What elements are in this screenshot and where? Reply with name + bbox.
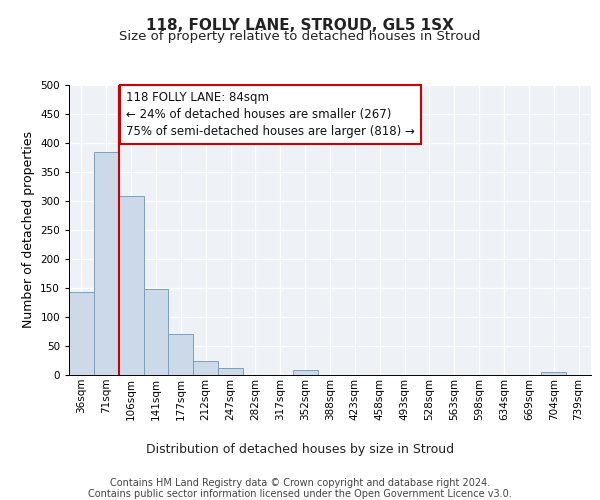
Text: Size of property relative to detached houses in Stroud: Size of property relative to detached ho… xyxy=(119,30,481,43)
Bar xyxy=(143,288,169,375)
Bar xyxy=(541,372,566,375)
Text: 118, FOLLY LANE, STROUD, GL5 1SX: 118, FOLLY LANE, STROUD, GL5 1SX xyxy=(146,18,454,32)
Bar xyxy=(293,370,317,375)
Bar xyxy=(94,152,119,375)
Bar xyxy=(119,196,143,375)
Text: Contains HM Land Registry data © Crown copyright and database right 2024.: Contains HM Land Registry data © Crown c… xyxy=(110,478,490,488)
Text: 118 FOLLY LANE: 84sqm
← 24% of detached houses are smaller (267)
75% of semi-det: 118 FOLLY LANE: 84sqm ← 24% of detached … xyxy=(126,91,415,138)
Text: Distribution of detached houses by size in Stroud: Distribution of detached houses by size … xyxy=(146,442,454,456)
Y-axis label: Number of detached properties: Number of detached properties xyxy=(22,132,35,328)
Bar xyxy=(193,360,218,375)
Bar xyxy=(218,368,243,375)
Bar xyxy=(69,292,94,375)
Bar xyxy=(169,334,193,375)
Text: Contains public sector information licensed under the Open Government Licence v3: Contains public sector information licen… xyxy=(88,489,512,499)
